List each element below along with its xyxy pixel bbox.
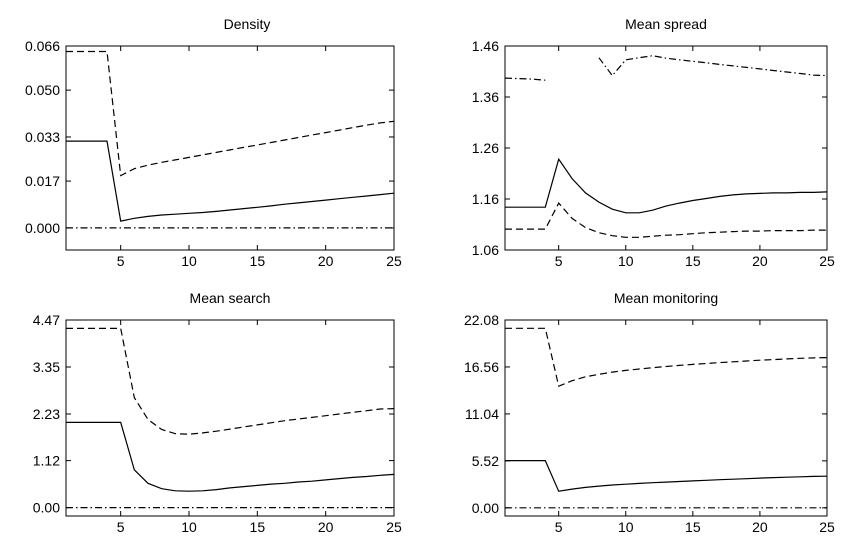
series-line-dashed [505,327,828,388]
y-tick-label: 2.23 [33,406,60,422]
plot-frame [65,319,395,517]
x-tick-label: 10 [618,519,634,535]
y-tick-label: 1.46 [472,38,499,54]
y-tick-label: 0.050 [25,82,60,98]
y-tick-label: 0.033 [25,129,60,145]
panel-title: Density [224,16,271,32]
x-tick-label: 20 [318,519,334,535]
y-tick-label: 3.35 [33,359,60,375]
x-tick-label: 5 [555,519,563,535]
y-tick-label: 0.00 [472,500,499,516]
panel-mean-spread: Mean spread 5 10 15 20 25 1.06 1.16 1.26 1.36 1.4… [472,16,835,269]
y-tick-label: 1.26 [472,140,499,156]
x-tick-label: 25 [386,253,402,269]
x-tick-label: 10 [181,519,197,535]
x-tick-label: 25 [819,253,835,269]
y-tick-label: 1.12 [33,453,60,469]
series-line-dashed [66,327,395,435]
plot-frame [504,319,828,517]
y-tick-label: 11.04 [465,406,499,422]
x-tick-label: 15 [250,519,266,535]
panel-density: Density 5 10 15 20 25 0.000 0.017 0.033 0.050 0.0… [25,16,402,269]
x-tick-label: 25 [386,519,402,535]
series-line-solid [66,421,395,492]
x-tick-label: 20 [752,253,768,269]
x-tick-label: 10 [618,253,634,269]
y-tick-label: 5.52 [472,453,499,469]
y-tick-label: 1.16 [472,191,499,207]
y-tick-label: 0.066 [25,38,60,54]
series-line-dashdot [598,55,828,77]
x-tick-label: 25 [819,519,835,535]
x-tick-label: 5 [117,519,125,535]
x-tick-label: 15 [250,253,266,269]
y-tick-label: 0.00 [33,500,60,516]
plot-frame [65,45,395,251]
y-tick-label: 4.47 [33,312,60,328]
panel-title: Mean spread [625,16,707,32]
panel-title: Mean search [190,290,271,306]
panel-title: Mean monitoring [614,290,718,306]
series-line-solid [505,460,828,492]
y-tick-label: 0.017 [25,173,60,189]
x-tick-label: 15 [685,253,701,269]
x-tick-label: 5 [555,253,563,269]
x-tick-label: 5 [117,253,125,269]
x-tick-label: 15 [685,519,701,535]
y-tick-label: 0.000 [25,220,60,236]
x-tick-label: 20 [752,519,768,535]
x-tick-label: 10 [181,253,197,269]
y-tick-label: 16.56 [464,359,499,375]
y-tick-label: 22.08 [464,312,499,328]
series-line-solid [66,140,395,222]
panel-mean-search: Mean search 5 10 15 20 25 0.00 1.12 2.23 3.35 4.4… [33,290,402,535]
x-tick-label: 20 [318,253,334,269]
panel-mean-monitoring: Mean monitoring 5 10 15 20 25 0.00 5.52 11.04 16… [464,290,835,535]
series-line-dashed [505,202,827,238]
series-line-dashdot [504,77,546,81]
series-line-solid [505,157,828,214]
plot-frame [504,45,828,251]
series-line-dashed [66,50,395,177]
y-tick-label: 1.36 [472,89,499,105]
y-tick-label: 1.06 [472,242,499,258]
